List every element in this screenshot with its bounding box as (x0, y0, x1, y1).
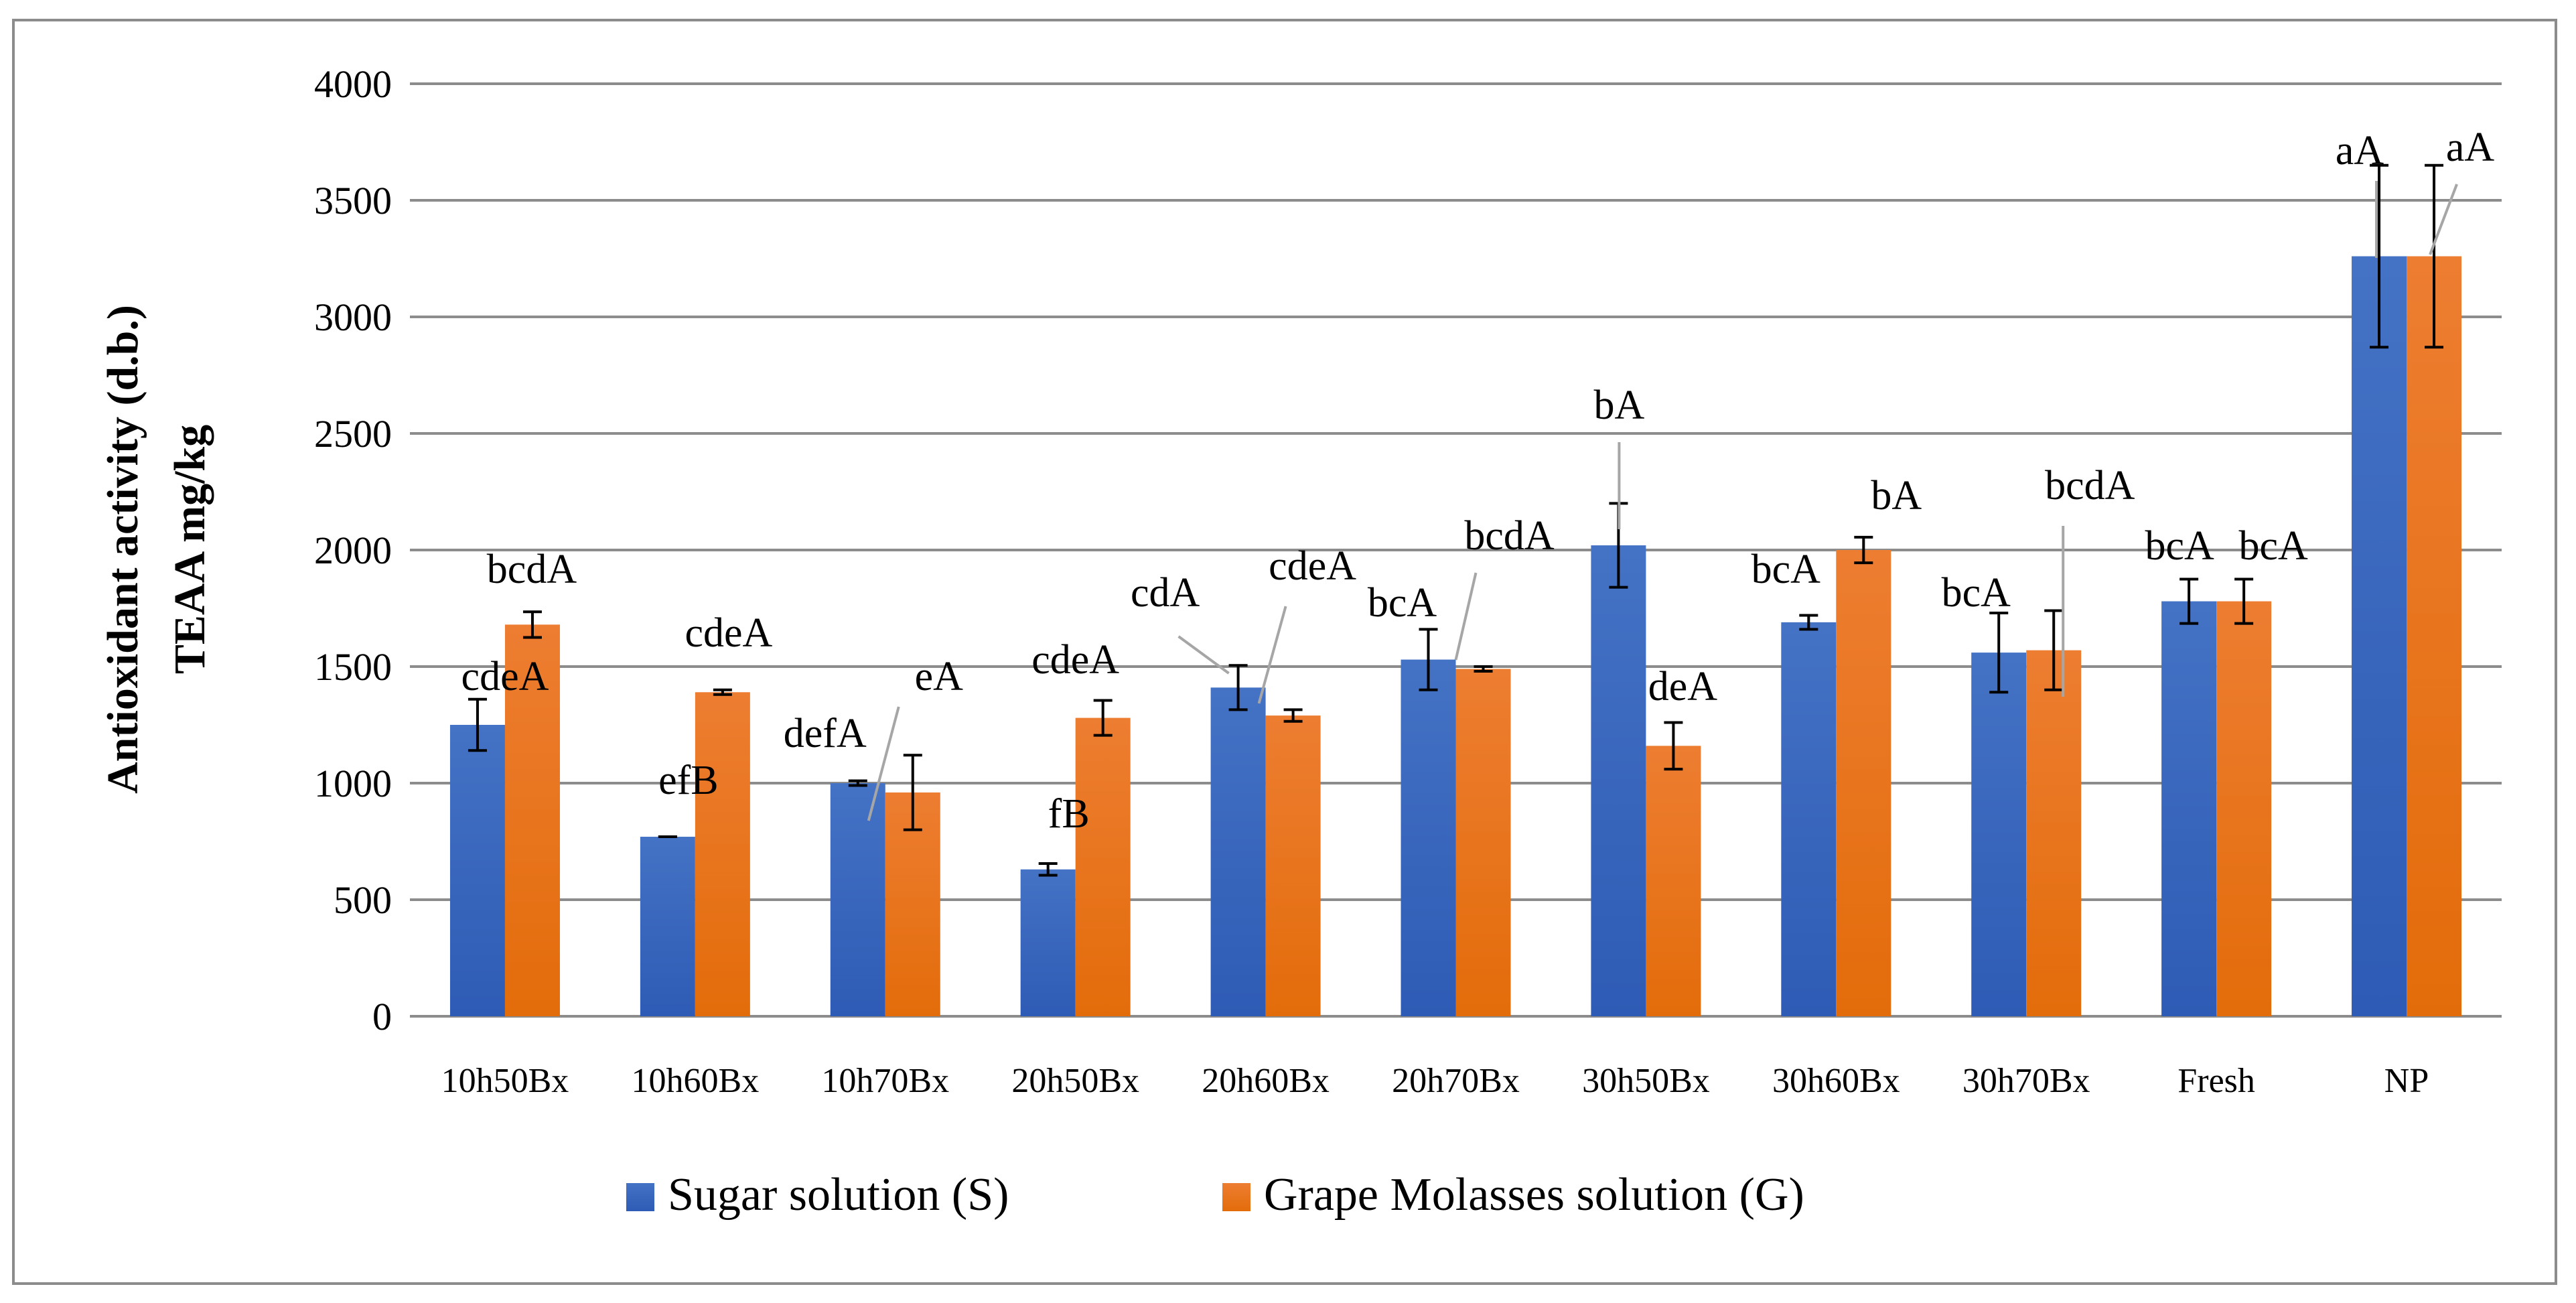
x-tick-label: 20h70Bx (1392, 1062, 1520, 1100)
x-tick-label: NP (2384, 1062, 2429, 1100)
y-tick-label: 4000 (314, 62, 392, 106)
y-axis-title-line: TEAA mg/kg (165, 425, 214, 674)
significance-label: deA (1648, 664, 1718, 709)
label-leader-line (867, 706, 900, 821)
y-tick-label: 1500 (314, 645, 392, 689)
bar-grape-20h60Bx (1265, 715, 1321, 1016)
bar-grape-10h50Bx (504, 624, 560, 1016)
significance-label: eA (915, 654, 964, 699)
label-leader-line (1454, 572, 1478, 661)
y-tick-label: 2500 (314, 412, 392, 456)
y-tick-label: 1000 (314, 762, 392, 805)
bar-grape-20h50Bx (1075, 717, 1131, 1016)
bar-sugar-20h60Bx (1210, 687, 1266, 1016)
significance-label: cdeA (461, 654, 549, 699)
significance-labels: cdeA efB defA fB cdA bcA bA bcA bcA bcA aA bcdA cdeA… (461, 125, 2495, 837)
x-tick-label: 30h50Bx (1582, 1062, 1710, 1100)
label-leader-line (1257, 606, 1287, 704)
bar-grape-NP (2407, 256, 2462, 1016)
bar-sugar-10h70Bx (830, 783, 885, 1016)
bars (449, 256, 2462, 1016)
label-leader-line (2429, 184, 2458, 255)
y-tick-label: 3500 (314, 179, 392, 222)
bar-sugar-Fresh (2161, 601, 2217, 1016)
label-leader-line (1177, 635, 1230, 675)
bar-grape-Fresh (2216, 601, 2272, 1016)
error-bars (468, 163, 2444, 877)
y-axis-ticks: 0 500 1000 1500 2000 2500 3000 3500 4000 (314, 62, 392, 1038)
x-axis-ticks: 10h50Bx 10h60Bx 10h70Bx 20h50Bx 20h60Bx 20h70… (441, 1062, 2429, 1100)
bar-sugar-10h50Bx (449, 725, 505, 1016)
y-tick-label: 3000 (314, 295, 392, 339)
y-tick-label: 2000 (314, 529, 392, 572)
legend-label: Grape Molasses solution (G) (1264, 1169, 1804, 1221)
x-tick-label: 10h60Bx (632, 1062, 760, 1100)
significance-label: bcdA (2045, 463, 2135, 508)
y-axis-label: Antioxidant activity (d.b.) TEAA mg/kg (98, 305, 214, 794)
significance-label: defA (784, 711, 867, 756)
bar-grape-30h70Bx (2026, 650, 2082, 1016)
significance-label: bcA (1368, 580, 1437, 626)
significance-label: bcA (2145, 523, 2214, 569)
bar-grape-10h60Bx (695, 692, 750, 1016)
x-tick-label: 30h60Bx (1772, 1062, 1900, 1100)
y-tick-label: 500 (334, 878, 392, 922)
bar-sugar-NP (2352, 256, 2407, 1016)
bar-sugar-20h70Bx (1401, 659, 1456, 1016)
legend-label: Sugar solution (S) (668, 1169, 1009, 1221)
x-tick-label: 20h60Bx (1202, 1062, 1330, 1100)
significance-label: bcdA (1464, 513, 1555, 559)
y-tick-label: 0 (372, 995, 392, 1038)
significance-label: cdeA (1269, 543, 1356, 589)
significance-label: cdA (1131, 570, 1200, 616)
significance-label: cdeA (685, 610, 772, 656)
gridlines (410, 82, 2502, 1018)
significance-label: cdeA (1031, 637, 1119, 683)
x-tick-label: 10h70Bx (821, 1062, 949, 1100)
significance-label: bA (1594, 383, 1645, 428)
bar-sugar-30h50Bx (1591, 545, 1646, 1016)
x-tick-label: 10h50Bx (441, 1062, 569, 1100)
y-axis-title-line: Antioxidant activity (d.b.) (98, 305, 147, 794)
significance-label: bcA (2238, 523, 2308, 569)
bar-grape-20h70Bx (1455, 669, 1511, 1016)
significance-label: fB (1048, 791, 1090, 837)
significance-label: bcA (1942, 570, 2011, 616)
legend-swatch (1222, 1183, 1250, 1211)
bar-sugar-30h70Bx (1971, 653, 2027, 1016)
significance-label: aA (2336, 128, 2384, 174)
significance-label: aA (2446, 125, 2495, 170)
significance-label: bcA (1751, 547, 1821, 592)
significance-label: bcdA (487, 547, 577, 592)
x-tick-label: 30h70Bx (1962, 1062, 2090, 1100)
significance-label: bA (1871, 473, 1922, 519)
significance-label: efB (658, 758, 719, 803)
bar-sugar-30h60Bx (1781, 622, 1837, 1016)
bar-sugar-20h50Bx (1020, 869, 1076, 1016)
bar-grape-30h60Bx (1836, 550, 1891, 1016)
legend: Sugar solution (S) Grape Molasses solutio… (626, 1169, 1804, 1221)
bar-grape-30h50Bx (1646, 746, 1701, 1016)
x-tick-label: Fresh (2177, 1062, 2255, 1100)
bar-sugar-10h60Bx (640, 837, 695, 1016)
x-tick-label: 20h50Bx (1011, 1062, 1139, 1100)
legend-swatch (626, 1183, 654, 1211)
chart-frame (12, 19, 2557, 1285)
